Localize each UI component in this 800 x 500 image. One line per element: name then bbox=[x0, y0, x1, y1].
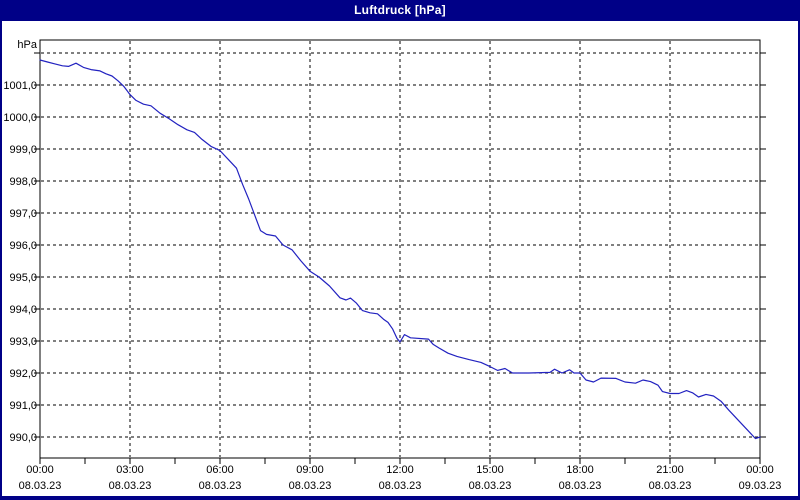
y-axis-label: 992,0 bbox=[9, 368, 37, 380]
pressure-line bbox=[39, 59, 761, 440]
y-axis-label: 996,0 bbox=[9, 240, 37, 252]
y-axis-label: 991,0 bbox=[9, 400, 37, 412]
y-axis-label: 993,0 bbox=[9, 336, 37, 348]
x-axis-date-label: 08.03.23 bbox=[559, 480, 602, 492]
x-axis-time-label: 18:00 bbox=[566, 464, 594, 476]
window-title: Luftdruck [hPa] bbox=[354, 3, 446, 17]
x-axis-date-label: 08.03.23 bbox=[379, 480, 422, 492]
x-axis-time-label: 09:00 bbox=[296, 464, 324, 476]
y-axis-label: 995,0 bbox=[9, 272, 37, 284]
y-axis-label: 998,0 bbox=[9, 176, 37, 188]
y-axis-label: 1001,0 bbox=[3, 80, 37, 92]
x-axis-date-label: 08.03.23 bbox=[199, 480, 242, 492]
x-axis-date-label: 09.03.23 bbox=[739, 480, 782, 492]
x-axis-date-label: 08.03.23 bbox=[19, 480, 62, 492]
y-axis-label: 994,0 bbox=[9, 304, 37, 316]
x-axis-time-label: 00:00 bbox=[26, 464, 54, 476]
x-axis-time-label: 21:00 bbox=[656, 464, 684, 476]
x-axis-date-label: 08.03.23 bbox=[109, 480, 152, 492]
x-axis-date-label: 08.03.23 bbox=[649, 480, 692, 492]
y-axis-label: 990,0 bbox=[9, 432, 37, 444]
x-axis-date-label: 08.03.23 bbox=[469, 480, 512, 492]
x-axis-date-label: 08.03.23 bbox=[289, 480, 332, 492]
x-axis-time-label: 15:00 bbox=[476, 464, 504, 476]
x-axis-time-label: 03:00 bbox=[116, 464, 144, 476]
y-axis-label: 997,0 bbox=[9, 208, 37, 220]
chart-area: 1001,0 1000,0 999,0 998,0 997,0 996,0 995,0 994… bbox=[2, 21, 798, 496]
y-axis-label: 1000,0 bbox=[3, 112, 37, 124]
y-axis-label: 999,0 bbox=[9, 144, 37, 156]
y-axis-unit-label: hPa bbox=[17, 39, 37, 51]
x-axis-time-label: 00:00 bbox=[746, 464, 774, 476]
titlebar: Luftdruck [hPa] bbox=[2, 0, 798, 21]
pressure-chart: 1001,0 1000,0 999,0 998,0 997,0 996,0 995,0 994… bbox=[3, 39, 782, 492]
x-axis-time-label: 12:00 bbox=[386, 464, 414, 476]
x-axis-time-label: 06:00 bbox=[206, 464, 234, 476]
